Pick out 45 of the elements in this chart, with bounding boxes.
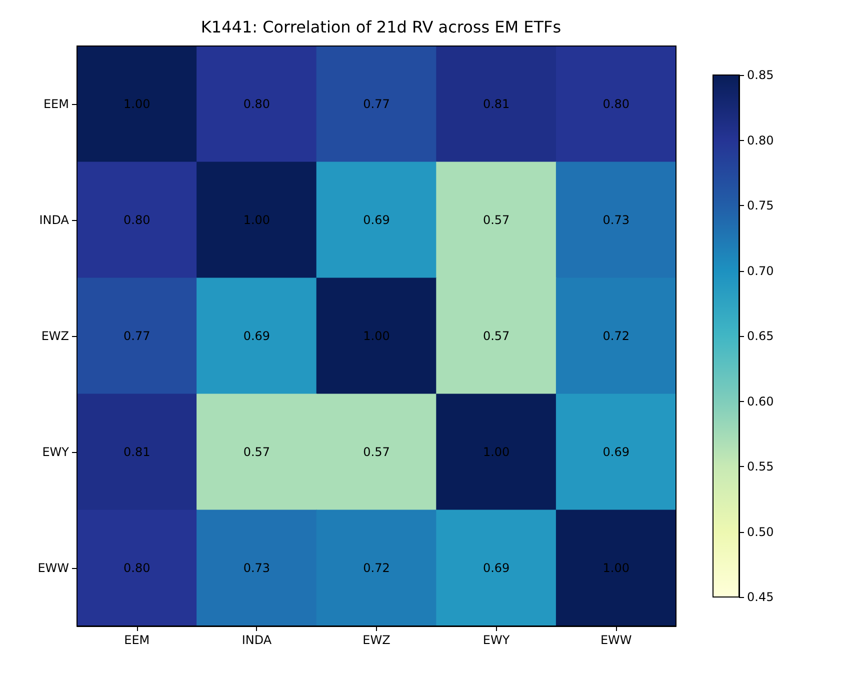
color-bar-label: 0.80 xyxy=(747,133,774,148)
data-label: 0.80 xyxy=(124,213,150,227)
data-label: 0.69 xyxy=(602,445,630,459)
data-label: 0.72 xyxy=(363,561,390,575)
chart-title: K1441: Correlation of 21d RV across EM ETFs xyxy=(200,18,562,36)
y-tick-label: EWY xyxy=(42,445,70,459)
data-label: 1.00 xyxy=(363,329,390,343)
color-bar-label: 0.85 xyxy=(747,68,774,82)
data-label: 0.73 xyxy=(602,213,630,227)
data-label: 0.57 xyxy=(482,213,510,227)
data-label: 0.72 xyxy=(602,329,630,343)
y-tick-label: EWZ xyxy=(41,329,69,343)
data-label: 0.73 xyxy=(243,561,270,575)
x-tick-label: EWZ xyxy=(362,633,390,647)
data-label: 1.00 xyxy=(602,561,630,575)
data-label: 1.00 xyxy=(243,213,270,227)
color-bar-label: 0.70 xyxy=(747,264,774,278)
data-label: 0.69 xyxy=(363,213,390,227)
color-bar-label: 0.50 xyxy=(747,524,774,539)
x-tick-label: EWW xyxy=(600,633,632,647)
color-bar-label: 0.45 xyxy=(747,590,774,604)
color-bar-label: 0.60 xyxy=(747,394,774,408)
data-label: 0.69 xyxy=(243,329,270,343)
data-label: 0.80 xyxy=(243,97,270,111)
color-bar-label: 0.65 xyxy=(747,329,774,343)
data-label: 0.80 xyxy=(124,561,150,575)
x-tick-label: INDA xyxy=(242,633,272,647)
y-tick-label: EWW xyxy=(38,561,70,575)
data-label: 0.69 xyxy=(482,561,510,575)
data-label: 1.00 xyxy=(124,97,150,111)
data-label: 0.77 xyxy=(363,97,390,111)
data-label: 0.81 xyxy=(482,97,510,111)
y-tick-label: INDA xyxy=(39,213,70,227)
data-label: 0.57 xyxy=(482,329,510,343)
y-tick-label: EEM xyxy=(43,97,69,111)
data-label: 0.77 xyxy=(124,329,150,343)
color-bar-label: 0.55 xyxy=(747,460,774,474)
data-label: 0.57 xyxy=(243,445,270,459)
data-label: 0.80 xyxy=(602,97,630,111)
x-tick-label: EEM xyxy=(124,633,150,647)
data-label: 0.57 xyxy=(363,445,390,459)
data-label: 1.00 xyxy=(482,445,510,459)
data-label: 0.81 xyxy=(124,445,150,459)
x-tick-label: EWY xyxy=(482,633,510,647)
color-bar-label: 0.75 xyxy=(747,198,774,212)
